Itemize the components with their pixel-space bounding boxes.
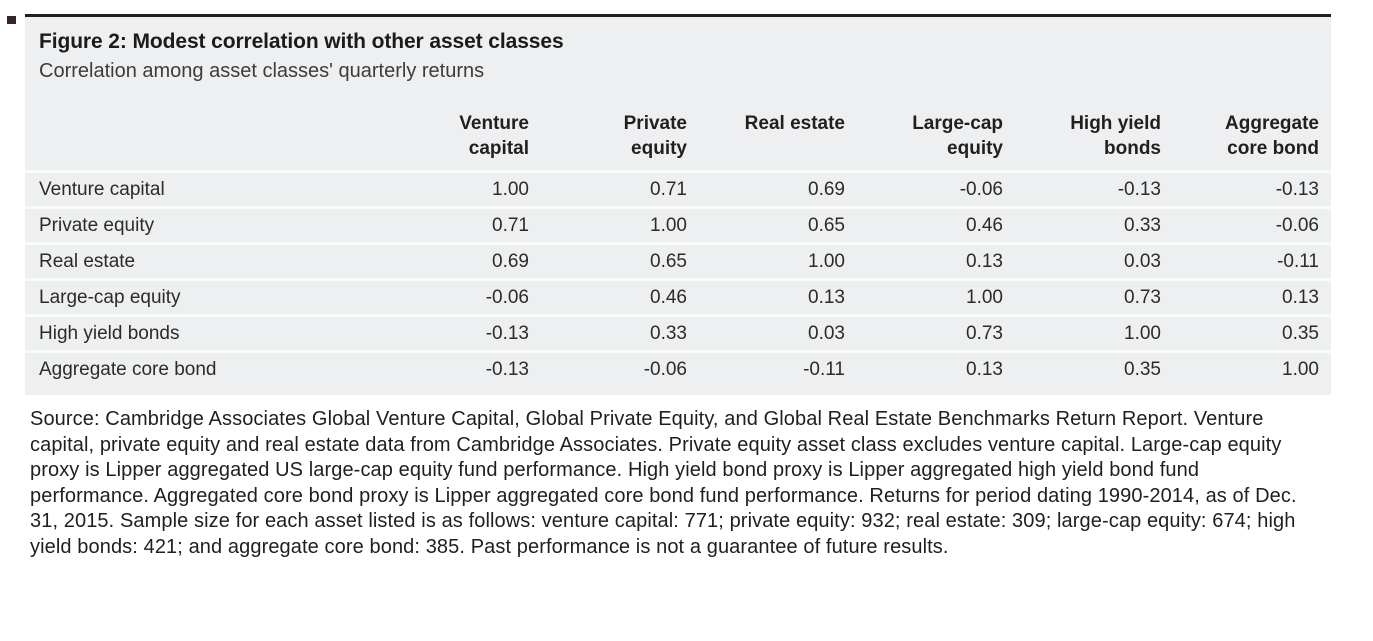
cell-value: 0.65 <box>541 242 699 280</box>
cell-value: 0.03 <box>1015 242 1173 280</box>
cell-value: 0.71 <box>383 206 541 244</box>
cell-value: 0.13 <box>857 350 1015 386</box>
table-row-large-cap-equity: Large-cap equity -0.06 0.46 0.13 1.00 0.… <box>25 278 1331 316</box>
source-footnote: Source: Cambridge Associates Global Vent… <box>30 408 1297 558</box>
table-row-private-equity: Private equity 0.71 1.00 0.65 0.46 0.33 … <box>25 206 1331 244</box>
cell-value: 0.35 <box>1173 314 1331 352</box>
cell-value: 0.33 <box>541 314 699 352</box>
col-header-private-equity: Private equity <box>623 113 687 159</box>
cell-value: -0.11 <box>1173 242 1331 280</box>
cell-value: -0.13 <box>383 314 541 352</box>
cell-value: 0.03 <box>699 314 857 352</box>
figure-2-container: Figure 2: Modest correlation with other … <box>25 14 1331 560</box>
cell-value: -0.13 <box>1015 170 1173 208</box>
cell-value: 1.00 <box>541 206 699 244</box>
table-row-high-yield-bonds: High yield bonds -0.13 0.33 0.03 0.73 1.… <box>25 314 1331 352</box>
col-header-large-cap-equity: Large-cap equity <box>912 113 1003 159</box>
header-row: Venture capital Private equity Real esta… <box>25 83 1331 172</box>
cell-value: 1.00 <box>699 242 857 280</box>
cell-value: 0.73 <box>1015 278 1173 316</box>
cell-value: 0.65 <box>699 206 857 244</box>
corner-cell <box>25 83 383 172</box>
cell-value: -0.06 <box>857 170 1015 208</box>
row-label: Aggregate core bond <box>25 350 383 386</box>
correlation-table: Venture capital Private equity Real esta… <box>25 83 1331 386</box>
col-header-aggregate-core-bond: Aggregate core bond <box>1225 113 1319 159</box>
row-label: Private equity <box>25 206 383 244</box>
row-label: Venture capital <box>25 170 383 208</box>
figure-body: Figure 2: Modest correlation with other … <box>25 17 1331 395</box>
cell-value: 0.13 <box>857 242 1015 280</box>
cell-value: 1.00 <box>383 170 541 208</box>
row-label: Large-cap equity <box>25 278 383 316</box>
cell-value: 0.69 <box>699 170 857 208</box>
cell-value: 0.69 <box>383 242 541 280</box>
cell-value: 0.35 <box>1015 350 1173 386</box>
cell-value: -0.06 <box>541 350 699 386</box>
cell-value: 0.33 <box>1015 206 1173 244</box>
cell-value: -0.06 <box>383 278 541 316</box>
cell-value: 1.00 <box>1015 314 1173 352</box>
col-header-real-estate: Real estate <box>744 113 845 134</box>
cell-value: 0.71 <box>541 170 699 208</box>
figure-subtitle: Correlation among asset classes' quarter… <box>39 60 485 82</box>
table-row-real-estate: Real estate 0.69 0.65 1.00 0.13 0.03 -0.… <box>25 242 1331 280</box>
cell-value: -0.06 <box>1173 206 1331 244</box>
cell-value: -0.11 <box>699 350 857 386</box>
row-label: Real estate <box>25 242 383 280</box>
cell-value: -0.13 <box>1173 170 1331 208</box>
cell-value: 1.00 <box>1173 350 1331 386</box>
top-rule-divider <box>25 14 1331 17</box>
figure-title: Figure 2: Modest correlation with other … <box>39 30 564 53</box>
col-header-venture-capital: Venture capital <box>459 113 529 159</box>
cell-value: 0.13 <box>1173 278 1331 316</box>
cell-value: -0.13 <box>383 350 541 386</box>
cell-value: 0.73 <box>857 314 1015 352</box>
table-row-aggregate-core-bond: Aggregate core bond -0.13 -0.06 -0.11 0.… <box>25 350 1331 386</box>
cell-value: 0.46 <box>541 278 699 316</box>
page-edge-mark <box>7 16 16 24</box>
col-header-high-yield-bonds: High yield bonds <box>1070 113 1161 159</box>
row-label: High yield bonds <box>25 314 383 352</box>
table-row-venture-capital: Venture capital 1.00 0.71 0.69 -0.06 -0.… <box>25 170 1331 208</box>
cell-value: 0.13 <box>699 278 857 316</box>
cell-value: 1.00 <box>857 278 1015 316</box>
cell-value: 0.46 <box>857 206 1015 244</box>
